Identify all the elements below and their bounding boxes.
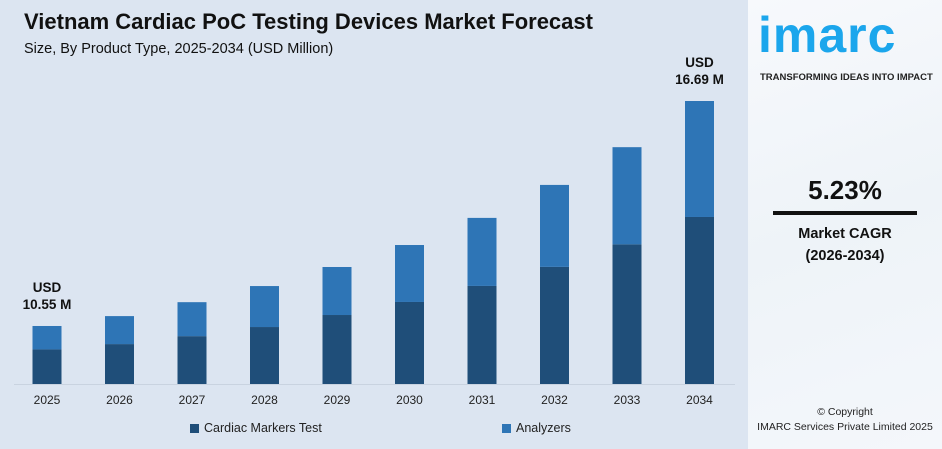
legend-item-analyzers: Analyzers [502, 421, 571, 435]
bar-cardiac-markers-test-2034 [685, 216, 714, 384]
bar-analyzers-2030 [395, 245, 424, 302]
legend-swatch [190, 423, 199, 433]
bar-analyzers-2029 [322, 266, 352, 316]
bar-analyzers-2025 [32, 325, 62, 350]
data-label: 10.55 M [23, 297, 72, 312]
side-panel: imarc TRANSFORMING IDEAS INTO IMPACT 5.2… [748, 0, 942, 449]
bar-cardiac-markers-test-2028 [250, 327, 279, 384]
chart-title: Vietnam Cardiac PoC Testing Devices Mark… [24, 9, 593, 34]
bar-analyzers-2026 [105, 316, 134, 345]
x-tick-label: 2031 [469, 393, 496, 407]
bar-cardiac-markers-test-2027 [177, 336, 207, 384]
cagr-label: Market CAGR [798, 226, 892, 242]
bar-cardiac-markers-test-2033 [612, 244, 642, 384]
company-name: IMARC Services Private Limited 2025 [757, 421, 933, 433]
legend-swatch [502, 423, 511, 433]
bar-cardiac-markers-test-2030 [395, 301, 424, 384]
imarc-logo: imarc [758, 7, 897, 63]
stacked-bar-chart: 2025 2026 2027 2028 2029 2030 2031 2032 2033 2034… [14, 55, 735, 407]
x-tick-label: 2028 [251, 393, 278, 407]
x-tick-label: 2030 [396, 393, 423, 407]
data-label: USD [685, 55, 714, 70]
bar-analyzers-2028 [250, 286, 279, 328]
data-label: 16.69 M [675, 72, 724, 87]
x-tick-label: 2026 [106, 393, 133, 407]
bar-cardiac-markers-test-2025 [32, 349, 62, 384]
data-label: USD [33, 280, 62, 295]
bar-cardiac-markers-test-2031 [467, 285, 497, 384]
bar-analyzers-2027 [177, 302, 207, 337]
x-tick-label: 2029 [324, 393, 351, 407]
bar-cardiac-markers-test-2026 [105, 344, 134, 384]
x-tick-label: 2025 [34, 393, 61, 407]
bar-analyzers-2032 [540, 184, 569, 267]
legend-label: Analyzers [516, 421, 571, 435]
legend-label: Cardiac Markers Test [204, 421, 322, 435]
bar-analyzers-2033 [612, 147, 642, 245]
bar-cardiac-markers-test-2029 [322, 315, 352, 384]
tagline: TRANSFORMING IDEAS INTO IMPACT [760, 72, 933, 83]
bar-analyzers-2031 [467, 217, 497, 286]
chart-subtitle: Size, By Product Type, 2025-2034 (USD Mi… [24, 41, 334, 57]
cagr-value: 5.23% [808, 175, 882, 205]
bar-analyzers-2034 [685, 101, 714, 217]
copyright: © Copyright [817, 406, 873, 418]
bar-cardiac-markers-test-2032 [540, 266, 569, 384]
x-tick-label: 2027 [179, 393, 206, 407]
x-tick-label: 2032 [541, 393, 568, 407]
legend-item-cardiac-markers-test: Cardiac Markers Test [190, 421, 322, 435]
x-tick-label: 2034 [686, 393, 713, 407]
x-tick-label: 2033 [614, 393, 641, 407]
divider [773, 211, 917, 215]
cagr-period: (2026-2034) [805, 248, 885, 264]
